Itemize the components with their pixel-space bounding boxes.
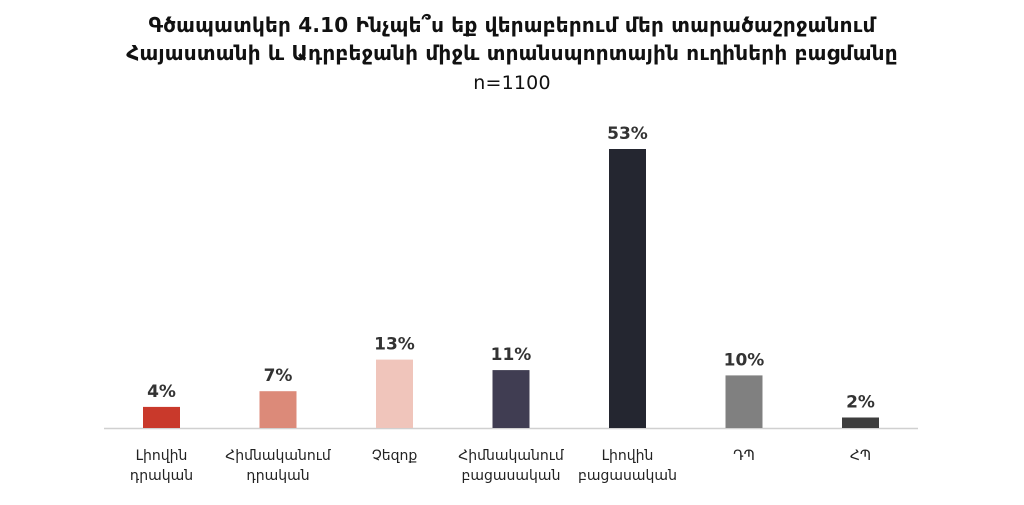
category-label-3-line-0: Հիմնականում	[458, 448, 565, 464]
category-label-4-line-1: բացասական	[578, 468, 677, 484]
bar-6	[842, 417, 879, 428]
bar-5	[725, 375, 763, 428]
category-label-5-line-0: ԴՊ	[733, 448, 755, 464]
value-label-0: 4%	[147, 382, 176, 402]
bar-2	[376, 359, 413, 428]
value-label-6: 2%	[846, 393, 875, 413]
value-label-5: 10%	[724, 350, 765, 370]
category-label-2-line-0: Չեզոք	[372, 448, 418, 464]
value-label-1: 7%	[264, 366, 293, 386]
category-label-6-line-0: ՀՊ	[850, 448, 871, 464]
category-label-0-line-1: դրական	[130, 468, 193, 484]
chart-subtitle: n=1100	[473, 72, 551, 94]
bar-1	[259, 391, 297, 428]
bar-4	[609, 149, 646, 428]
category-label-3-line-1: բացասական	[462, 468, 561, 484]
chart-title-line-1: Գծապատկեր 4.10 Ինչպե՞ս եք վերաբերում մեր…	[148, 13, 876, 37]
bar-3	[492, 370, 530, 428]
value-label-3: 11%	[491, 345, 532, 365]
chart-title-line-2: Հայաստանի և Ադրբեջանի միջև տրանսպորտային…	[126, 41, 898, 65]
value-label-4: 53%	[607, 124, 648, 144]
category-label-1-line-0: Հիմնականում	[225, 448, 332, 464]
bar-0	[143, 406, 180, 428]
category-label-0-line-0: Լիովին	[136, 448, 188, 464]
category-label-1-line-1: դրական	[246, 468, 309, 484]
value-label-2: 13%	[374, 335, 415, 355]
category-label-4-line-0: Լիովին	[602, 448, 654, 464]
